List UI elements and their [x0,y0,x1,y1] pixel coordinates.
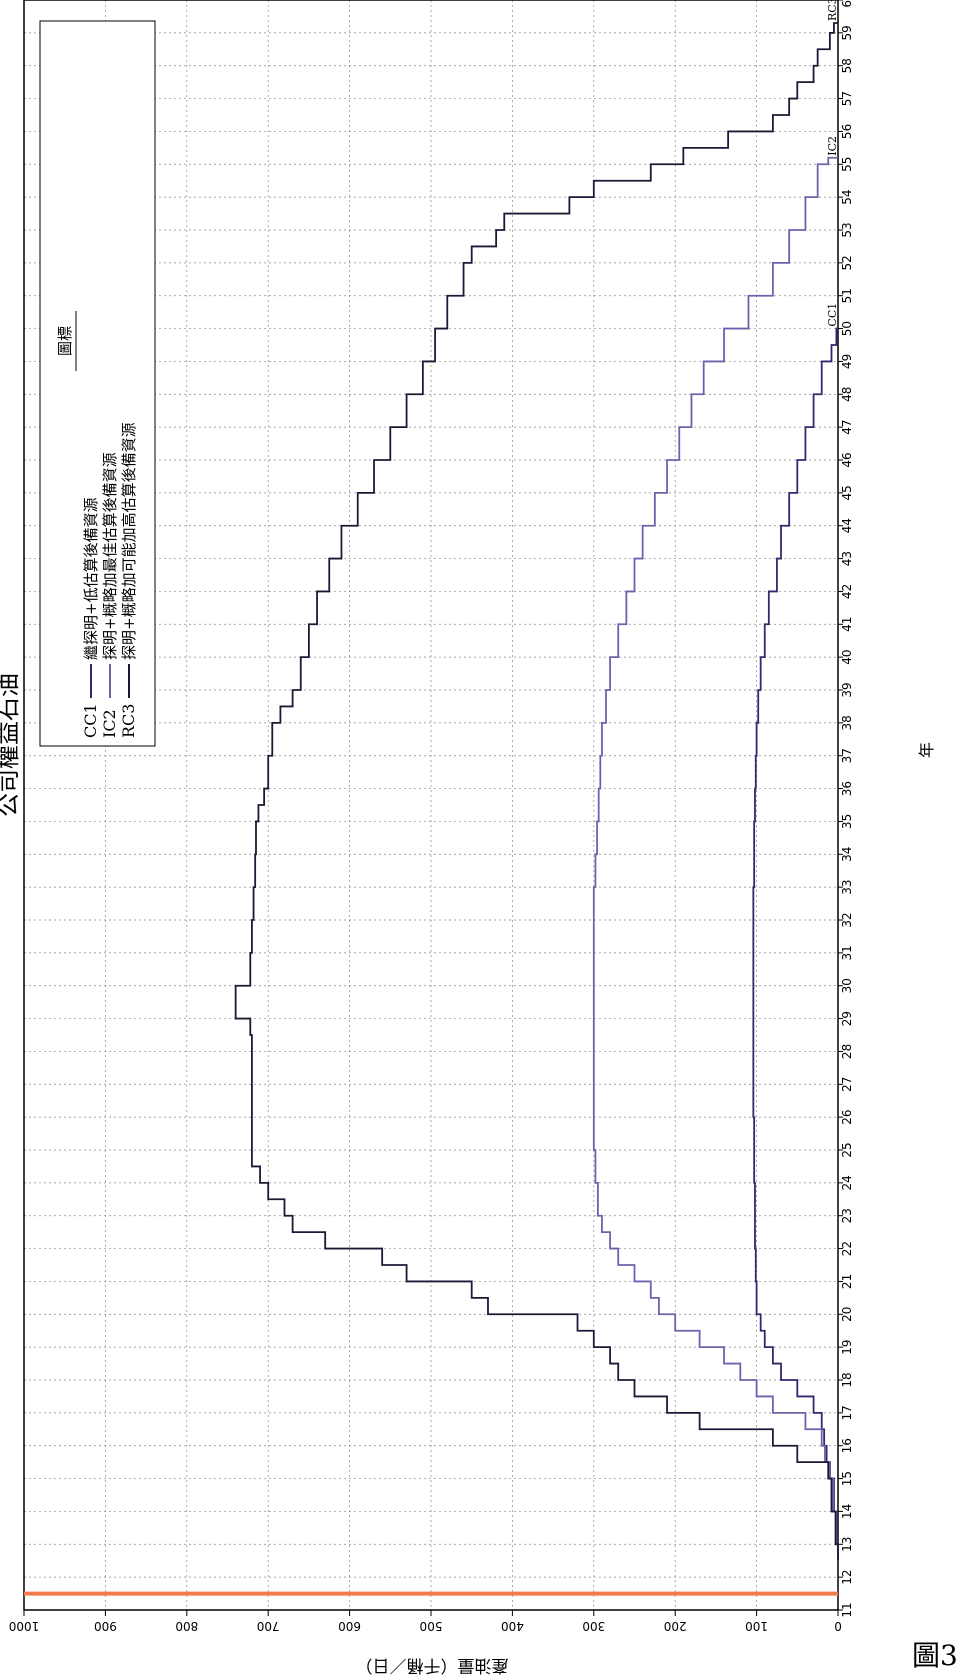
value-tick-label: 800 [175,1619,198,1633]
year-tick-label: 30 [840,978,854,993]
x-axis: 11 12 13 14 15 16 17 18 19 20 21 22 23 24 25 26 27 28 29 30… [838,0,854,1618]
year-tick-label: 57 [840,91,854,106]
series-end-label-cc1: CC1 [826,303,839,327]
value-tick-label: 600 [338,1619,361,1633]
year-tick-label: 49 [840,354,854,369]
value-tick-label: 700 [257,1619,280,1633]
series-line-rc3 [234,22,839,1561]
figure-label: 圖3 [912,1639,958,1672]
legend-code-rc3: RC3 [119,704,138,738]
year-tick-label: 41 [840,617,854,632]
year-tick-label: 51 [840,288,854,303]
year-tick-label: 52 [840,255,854,270]
year-tick-label: 23 [840,1208,854,1223]
year-tick-label: 59 [840,25,854,40]
series-line-ic2 [592,156,839,1561]
series-end-label-ic2: IC2 [826,136,839,156]
year-tick-label: 27 [840,1077,854,1092]
year-tick-label: 21 [840,1274,854,1289]
year-tick-label: 31 [840,945,854,960]
legend-desc-rc3: 探明+概略加可能加高估算後備資源 [120,422,138,660]
year-tick-label: 46 [840,452,854,467]
year-tick-label: 13 [840,1537,854,1552]
year-tick-label: 15 [840,1471,854,1486]
value-tick-label: 1000 [9,1619,40,1633]
value-tick-label: 400 [501,1619,524,1633]
year-tick-label: 60 [840,0,854,8]
year-tick-label: 33 [840,880,854,895]
value-tick-label: 0 [834,1619,842,1633]
legend-code-ic2: IC2 [100,709,119,738]
value-tick-label: 200 [664,1619,687,1633]
grid [23,0,839,1611]
chart-title: 公司權益石油 [0,673,22,817]
year-tick-label: 55 [840,157,854,172]
year-tick-label: 56 [840,124,854,139]
year-tick-label: 53 [840,222,854,237]
legend-desc-cc1: 繼探明+低估算後備資源 [82,497,100,660]
year-tick-label: 39 [840,682,854,697]
year-tick-label: 45 [840,485,854,500]
year-tick-label: 54 [840,190,854,205]
value-tick-label: 900 [94,1619,117,1633]
year-tick-label: 34 [840,847,854,862]
series-end-label-rc3: RC3 [826,0,839,21]
x-axis-title: 年 [917,742,936,758]
value-tick-label: 300 [582,1619,605,1633]
series-end-labels: CC1 IC2 RC3 [826,0,839,327]
year-tick-label: 26 [840,1110,854,1125]
year-tick-label: 11 [840,1602,854,1617]
series-lines [234,22,839,1561]
legend-title: 圖標 [56,326,74,356]
year-tick-label: 32 [840,912,854,927]
legend: 圖標 CC1 繼探明+低估算後備資源 IC2 探明+概略加最佳估算後備資源 RC… [39,20,156,747]
year-tick-label: 47 [840,420,854,435]
legend-code-cc1: CC1 [81,703,100,738]
year-tick-label: 29 [840,1011,854,1026]
year-tick-label: 17 [840,1405,854,1420]
year-tick-label: 37 [840,748,854,763]
legend-desc-ic2: 探明+概略加最佳估算後備資源 [101,452,119,660]
year-tick-label: 48 [840,387,854,402]
value-tick-label: 100 [745,1619,768,1633]
year-tick-label: 44 [840,518,854,533]
year-tick-label: 25 [840,1142,854,1157]
year-tick-label: 14 [840,1504,854,1519]
year-tick-label: 38 [840,715,854,730]
year-tick-label: 58 [840,58,854,73]
year-tick-label: 19 [840,1340,854,1355]
y-axis: 0 100 200 300 400 500 600 700 800 900 1000 [9,1610,842,1633]
year-tick-label: 42 [840,584,854,599]
year-tick-label: 28 [840,1044,854,1059]
year-tick-label: 36 [840,781,854,796]
year-tick-label: 12 [840,1570,854,1585]
year-tick-label: 20 [840,1307,854,1322]
series-line-cc1 [752,327,839,1561]
year-tick-label: 40 [840,650,854,665]
year-tick-label: 24 [840,1175,854,1190]
year-tick-label: 16 [840,1438,854,1453]
year-tick-label: 35 [840,814,854,829]
year-tick-label: 18 [840,1372,854,1387]
year-tick-label: 43 [840,551,854,566]
y-axis-title: 產油量（千桶／日） [356,1655,509,1675]
legend-box [39,20,156,747]
year-tick-label: 50 [840,321,854,336]
value-tick-label: 500 [420,1619,443,1633]
year-tick-label: 22 [840,1241,854,1256]
